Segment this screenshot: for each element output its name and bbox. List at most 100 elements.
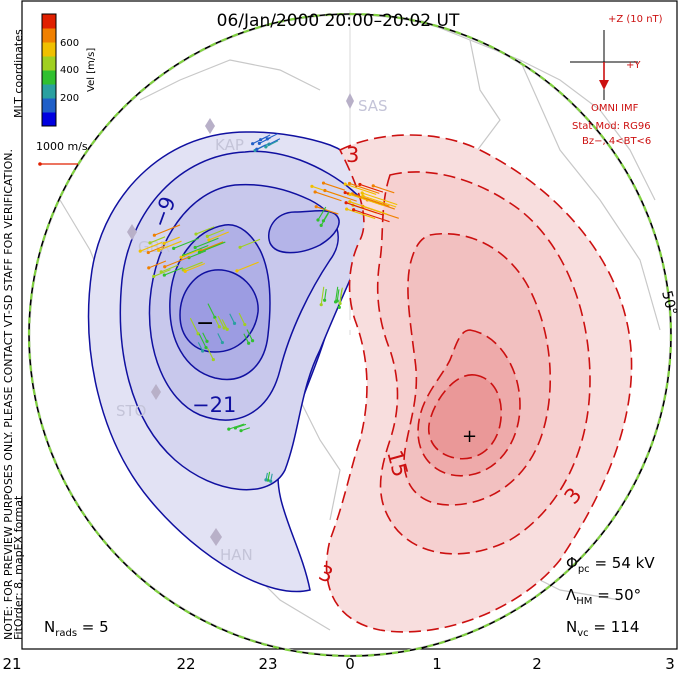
velocity-vector-origin (147, 266, 151, 270)
velocity-vector (180, 249, 199, 258)
velocity-vector (214, 317, 220, 327)
mlt-tick-3: 3 (665, 655, 675, 673)
mlt-tick-21: 21 (2, 655, 21, 673)
velocity-vector-origin (259, 138, 263, 142)
velocity-vector (323, 182, 346, 191)
latitude-label: 50° (658, 289, 680, 317)
velocity-vector (183, 244, 209, 256)
velocity-vector (350, 193, 385, 207)
svg-text:KAP: KAP (215, 136, 244, 154)
velocity-vector (149, 236, 166, 244)
velocity-vector-origin (316, 218, 320, 222)
imf-model: Stat Mod: RG96 (572, 121, 651, 132)
velocity-vector-origin (239, 429, 243, 433)
imf-condition: Bz−, 4<BT<6 (582, 136, 651, 147)
velocity-vector (228, 423, 245, 430)
imf-source: OMNI IMF (591, 103, 639, 114)
velocity-vector-origin (238, 245, 242, 249)
velocity-vector (324, 289, 327, 301)
velocity-vector-origin (157, 248, 161, 252)
velocity-vector-origin (204, 345, 208, 350)
velocity-vector (199, 241, 226, 253)
station-han: HAN (210, 528, 253, 564)
velocity-vector-origin (264, 478, 268, 482)
velocity-vector (335, 286, 339, 302)
velocity-vector (183, 261, 203, 271)
velocity-vector (217, 315, 225, 329)
velocity-vector (359, 183, 384, 193)
velocity-vector (346, 208, 376, 220)
velocity-vector-origin (323, 188, 327, 193)
velocity-vector-origin (335, 299, 339, 303)
velocity-vector-origin (352, 208, 356, 212)
velocity-vector (352, 193, 390, 207)
velocity-vector (148, 260, 167, 269)
velocity-vector-origin (247, 341, 251, 345)
plot-title: 06/Jan/2000 20:00–20:02 UT (217, 11, 460, 31)
svg-text:STO: STO (116, 402, 147, 420)
velocity-vector-origin (319, 303, 323, 307)
velocity-vector (236, 261, 259, 272)
velocity-vector-origin (360, 191, 364, 195)
velocity-vector (148, 245, 165, 254)
station-sas: SAS (346, 93, 388, 115)
imf-indicator: +Z (10 nT) +Y OMNI IMF Stat Mod: RG96 Bz… (570, 14, 663, 147)
mlt-tick-22: 22 (176, 655, 195, 673)
velocity-vector-origin (146, 250, 150, 255)
positive-cell (325, 134, 633, 633)
mlt-axis: 21 22 23 0 1 2 3 (2, 655, 674, 673)
velocity-vector-origin (152, 233, 156, 237)
velocity-vector-origin (358, 182, 362, 187)
color-step (42, 14, 56, 29)
svg-text:GBR: GBR (138, 238, 170, 256)
velocity-vector-origin (323, 298, 327, 302)
velocity-vector (229, 313, 236, 324)
velocity-vector (201, 241, 224, 252)
velocity-vector-origin (163, 265, 167, 269)
imf-y-label: +Y (626, 60, 641, 71)
velocity-vector-origin (194, 232, 198, 236)
station-sto: STO (116, 384, 161, 420)
velocity-vector-origin (347, 181, 352, 186)
velocity-vector-origin (148, 241, 152, 245)
mlt-tick-0: 0 (345, 655, 355, 673)
preview-note: NOTE: FOR PREVIEW PURPOSES ONLY. PLEASE … (2, 149, 15, 640)
velocity-vector (140, 241, 163, 252)
velocity-vector-origin (162, 241, 166, 246)
velocity-vector (164, 255, 191, 268)
velocity-vector (373, 185, 395, 194)
fit-order-note: FitOrder: 8, mapEX format (12, 495, 25, 640)
velocity-vectors (138, 133, 399, 483)
velocity-vector-origin (138, 249, 142, 253)
velocity-vector-origin (179, 255, 183, 259)
station-gbr: GBR (127, 224, 170, 256)
velocity-vector-origin (313, 190, 317, 194)
velocity-vector-origin (361, 194, 365, 198)
reference-vector: 1000 m/s (36, 140, 88, 166)
velocity-vector (317, 206, 327, 221)
velocity-vector-origin (235, 269, 239, 273)
velocity-vector-origin (338, 301, 342, 306)
velocity-vector (349, 201, 388, 215)
velocity-vector-origin (222, 326, 226, 330)
velocity-vector (235, 423, 247, 429)
vel-tick-600: 600 (60, 38, 79, 49)
velocity-vector-origin (227, 427, 231, 431)
velocity-vector-origin (310, 184, 314, 188)
velocity-vector-origin (337, 305, 341, 309)
color-step (42, 70, 56, 85)
velocity-vector-origin (233, 426, 238, 430)
color-step (42, 42, 56, 57)
velocity-vector-origin (344, 201, 348, 205)
velocity-vector (324, 189, 357, 202)
velocity-vector-origin (225, 327, 229, 331)
mlt-tick-23: 23 (258, 655, 277, 673)
velocity-vector-origin (217, 325, 221, 329)
mlt-tick-2: 2 (532, 655, 542, 673)
velocity-vector (197, 342, 204, 352)
velocity-vector (195, 226, 215, 235)
velocity-vector-origin (162, 273, 166, 277)
hm-boundary (27, 12, 673, 658)
velocity-vector-origin (257, 141, 261, 145)
color-step (42, 98, 56, 113)
